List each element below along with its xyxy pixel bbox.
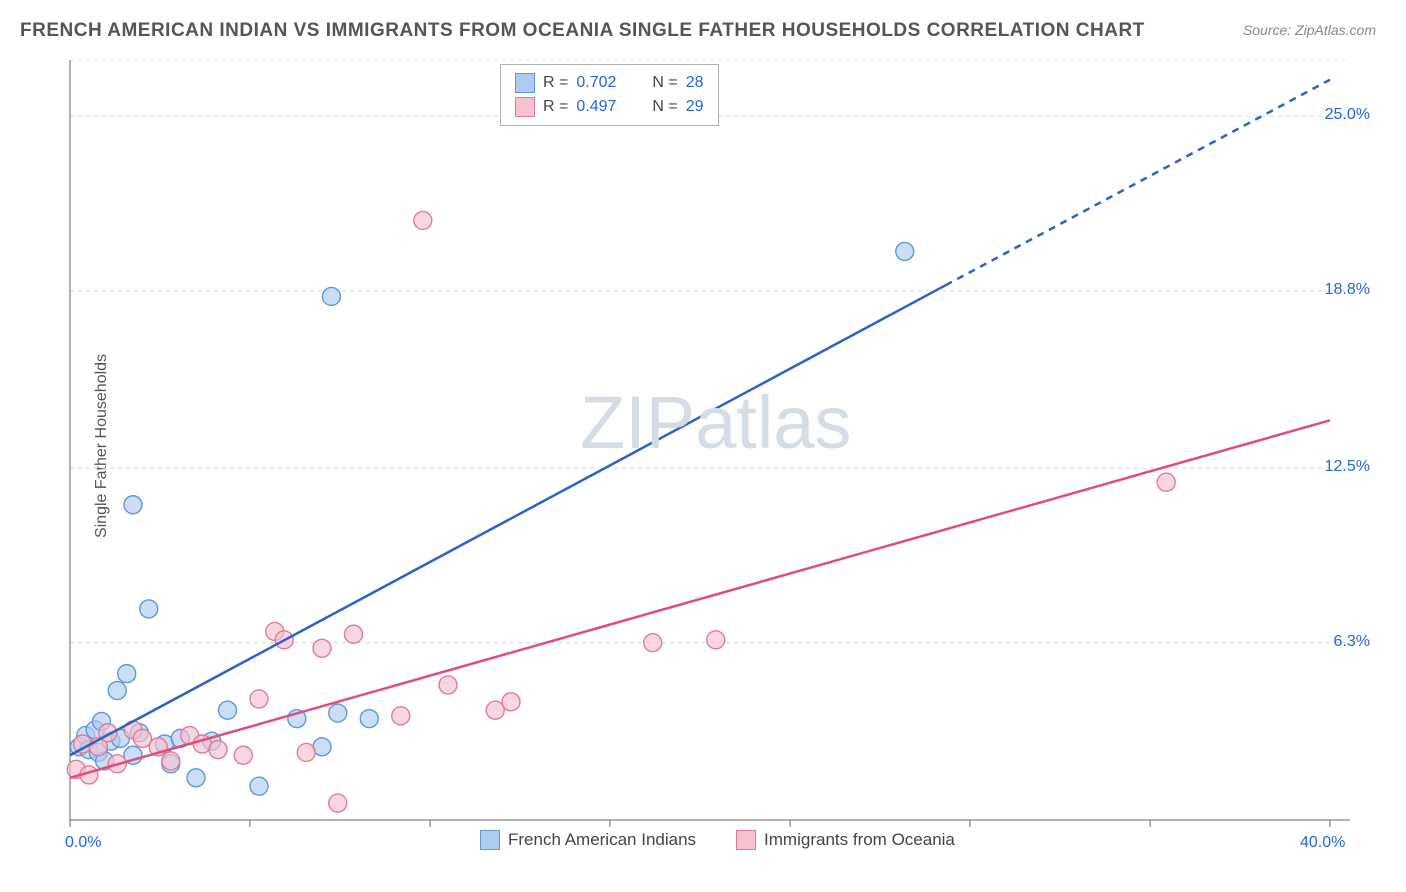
plot-area: ZIPatlas R = 0.702 N = 28 R = 0.497 N = 29 Fren… bbox=[50, 60, 1380, 850]
correlation-legend-row: R = 0.497 N = 29 bbox=[515, 95, 704, 119]
legend-swatch bbox=[480, 830, 500, 850]
y-tick-label: 25.0% bbox=[1325, 106, 1370, 124]
source-prefix: Source: bbox=[1243, 22, 1295, 38]
r-value: 0.497 bbox=[576, 98, 616, 116]
x-axis-max-label: 40.0% bbox=[1300, 834, 1345, 852]
n-label: N = bbox=[652, 98, 677, 116]
r-label: R = bbox=[543, 74, 568, 92]
series-legend: French American Indians Immigrants from O… bbox=[480, 830, 955, 850]
y-tick-label: 18.8% bbox=[1325, 281, 1370, 299]
r-value: 0.702 bbox=[576, 74, 616, 92]
legend-swatch bbox=[736, 830, 756, 850]
series-legend-item: French American Indians bbox=[480, 830, 696, 850]
series-legend-label: French American Indians bbox=[508, 830, 696, 850]
series-legend-label: Immigrants from Oceania bbox=[764, 830, 955, 850]
correlation-legend-row: R = 0.702 N = 28 bbox=[515, 71, 704, 95]
r-label: R = bbox=[543, 98, 568, 116]
n-value: 28 bbox=[686, 74, 704, 92]
n-label: N = bbox=[652, 74, 677, 92]
source-link[interactable]: ZipAtlas.com bbox=[1295, 22, 1376, 38]
chart-title: FRENCH AMERICAN INDIAN VS IMMIGRANTS FRO… bbox=[20, 20, 1145, 42]
y-tick-label: 6.3% bbox=[1334, 633, 1370, 651]
x-axis-min-label: 0.0% bbox=[65, 834, 101, 852]
n-value: 29 bbox=[686, 98, 704, 116]
y-tick-label: 12.5% bbox=[1325, 458, 1370, 476]
correlation-legend: R = 0.702 N = 28 R = 0.497 N = 29 bbox=[500, 64, 719, 126]
source-attribution: Source: ZipAtlas.com bbox=[1243, 22, 1376, 38]
series-legend-item: Immigrants from Oceania bbox=[736, 830, 955, 850]
legend-swatch bbox=[515, 97, 535, 117]
watermark: ZIPatlas bbox=[580, 380, 851, 465]
legend-swatch bbox=[515, 73, 535, 93]
